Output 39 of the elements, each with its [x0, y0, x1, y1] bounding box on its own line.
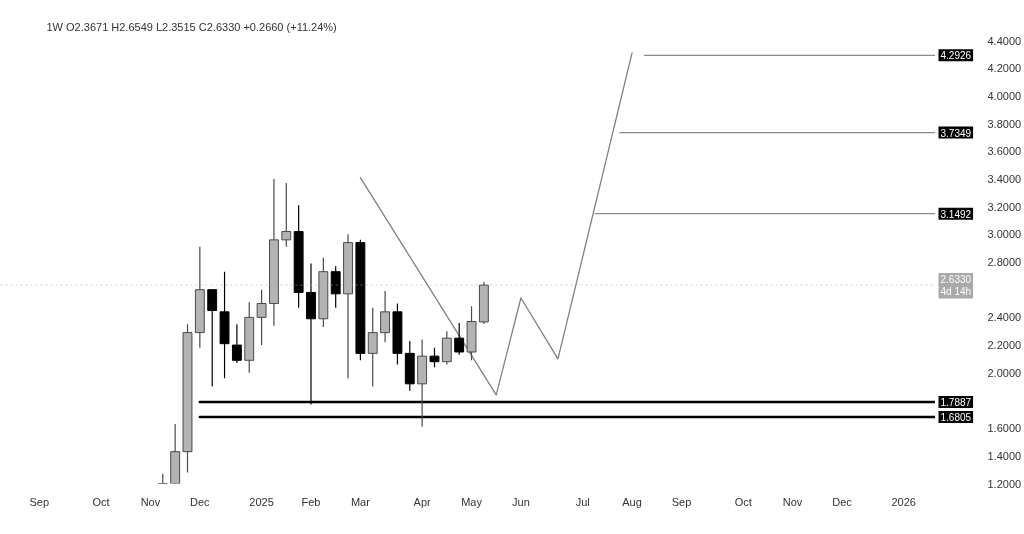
x-tick-label: Dec — [832, 495, 853, 508]
y-tick-label: 3.0000 — [987, 228, 1022, 241]
y-tick-label: 1.2000 — [987, 477, 1022, 490]
y-tick-label: 1.4000 — [987, 449, 1022, 462]
chart-title: 1W O2.3671 H2.6549 L2.3515 C2.6330 +0.2660 (+11.24%) — [46, 20, 337, 33]
y-tick-label: 3.4000 — [987, 172, 1022, 185]
x-tick-label: Mar — [350, 495, 371, 508]
y-tick-label: 4.0000 — [987, 89, 1022, 102]
x-tick-label: Sep — [671, 495, 692, 508]
y-tick-label: 3.6000 — [987, 145, 1022, 158]
y-tick-label: 4.4000 — [987, 34, 1022, 47]
x-tick-label: 2026 — [891, 495, 916, 508]
x-tick-label: Aug — [622, 495, 642, 508]
data-label: 3.1492 — [940, 208, 972, 220]
y-tick-label: 2.2000 — [987, 339, 1022, 352]
x-tick-label: May — [461, 495, 483, 508]
y-tick-label: 4.2000 — [987, 62, 1022, 75]
y-tick-label: 1.6000 — [987, 422, 1022, 435]
x-tick-label: Sep — [29, 495, 50, 508]
x-tick-label: Apr — [413, 495, 432, 508]
y-tick-label: 2.4000 — [987, 311, 1022, 324]
ref-line-label: 2.6330 4d 14h — [940, 274, 972, 297]
x-tick-label: Feb — [301, 495, 321, 508]
y-tick-label: 2.0000 — [987, 366, 1022, 379]
x-tick-label: Oct — [92, 495, 110, 508]
data-label: 3.7349 — [940, 127, 972, 139]
y-tick-label: 2.8000 — [987, 256, 1022, 268]
y-tick-label: 3.8000 — [987, 117, 1022, 130]
x-tick-label: Nov — [782, 495, 803, 508]
data-label: 4.2926 — [940, 50, 972, 62]
x-tick-label: 2025 — [249, 495, 274, 508]
x-tick-label: Oct — [734, 495, 752, 508]
x-tick-label: Dec — [190, 495, 211, 508]
x-tick-label: Nov — [140, 495, 161, 508]
data-label: 1.7887 — [940, 397, 972, 408]
y-tick-label: 3.2000 — [987, 200, 1022, 213]
data-label: 1.6805 — [940, 411, 972, 423]
x-tick-label: Jul — [575, 495, 590, 508]
x-tick-label: Jun — [512, 495, 530, 508]
